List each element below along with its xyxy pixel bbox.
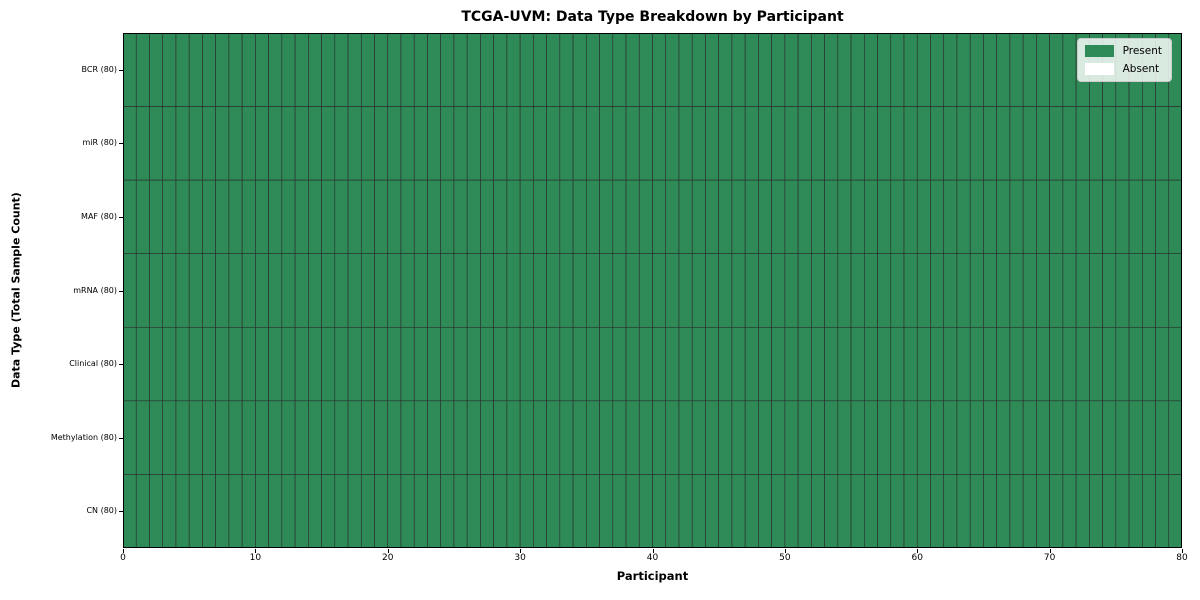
y-tick-label: miR (80) [82, 138, 117, 148]
x-tick-label: 50 [779, 553, 791, 563]
legend-item: Present [1084, 45, 1162, 57]
legend-swatch [1084, 63, 1114, 75]
y-tick-label: CN (80) [86, 506, 117, 516]
plot-area: Present Absent [123, 33, 1182, 548]
x-tick-mark [1049, 549, 1051, 553]
x-tick-label: 70 [1043, 553, 1056, 563]
y-tick-label: MAF (80) [81, 211, 117, 221]
y-tick-mark [119, 290, 123, 292]
x-tick-mark [255, 549, 257, 553]
x-tick-label: 60 [911, 553, 923, 563]
y-tick-mark [119, 437, 123, 439]
y-tick-label: Clinical (80) [69, 359, 117, 369]
y-tick-mark [119, 511, 123, 513]
legend: Present Absent [1076, 38, 1172, 82]
legend-label: Absent [1122, 63, 1160, 75]
y-tick-mark [119, 364, 123, 366]
x-tick-mark [917, 549, 919, 553]
x-tick-mark [123, 549, 124, 553]
x-tick-mark [784, 549, 786, 553]
y-tick-mark [119, 143, 123, 145]
x-tick-label: 80 [1176, 553, 1188, 563]
x-tick-label: 0 [120, 553, 126, 563]
y-tick-label: mRNA (80) [73, 285, 117, 295]
y-tick-label: Methylation (80) [50, 432, 117, 442]
x-tick-mark [652, 549, 654, 553]
legend-label: Present [1122, 45, 1162, 57]
x-tick-label: 20 [382, 553, 394, 563]
legend-swatch [1084, 45, 1114, 57]
y-tick-mark [119, 216, 123, 218]
x-tick-mark [1182, 549, 1183, 553]
x-axis-label: Participant [616, 569, 689, 583]
x-tick-label: 30 [514, 553, 526, 563]
heatmap-grid [123, 33, 1182, 548]
x-tick-label: 10 [249, 553, 262, 563]
x-tick-mark [520, 549, 522, 553]
chart-title: TCGA-UVM: Data Type Breakdown by Partici… [461, 9, 844, 25]
x-tick-label: 40 [646, 553, 659, 563]
legend-item: Absent [1084, 63, 1162, 75]
y-tick-label: BCR (80) [81, 64, 117, 74]
y-tick-mark [119, 69, 123, 71]
x-tick-mark [387, 549, 389, 553]
